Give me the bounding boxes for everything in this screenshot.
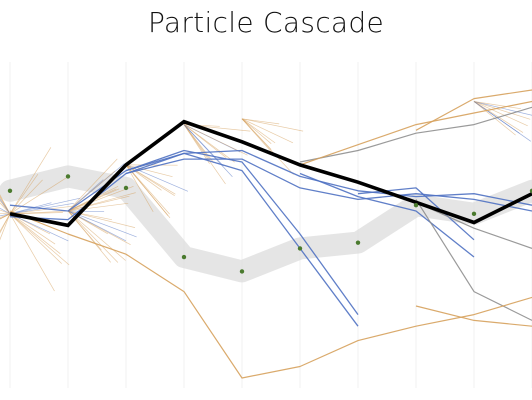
band-marker-point: [297, 246, 303, 251]
spray-line: [0, 198, 11, 215]
blue-series-line-4: [125, 152, 359, 327]
orange-series-line-12: [299, 100, 532, 166]
spray-line: [9, 213, 62, 264]
spray-line: [473, 101, 532, 116]
spray-line: [67, 185, 134, 212]
spray-line: [125, 164, 170, 215]
spray-line: [241, 118, 272, 144]
band-marker-point: [413, 203, 419, 208]
blue-series-line-6: [299, 172, 475, 258]
spray-line: [241, 118, 276, 144]
orange-series-line-11: [9, 210, 532, 379]
spray-line: [473, 101, 531, 120]
series-layer: [9, 89, 532, 379]
spray-line: [9, 213, 69, 242]
band-marker-point: [355, 240, 361, 245]
spray-line: [67, 210, 105, 213]
band-marker-point: [181, 254, 187, 260]
spray-line: [9, 177, 67, 215]
spray-line: [183, 124, 248, 156]
band-marker-point: [471, 211, 477, 217]
orange-series-line-14: [415, 305, 532, 327]
main-series-line: [9, 119, 532, 228]
spray-line: [9, 173, 39, 215]
marker-layer: [7, 174, 532, 274]
spray-line: [0, 213, 11, 234]
band-marker-point: [65, 174, 71, 179]
spray-line: [67, 210, 126, 261]
spray-line: [0, 213, 11, 215]
spray-line: [125, 164, 171, 219]
spray-line: [9, 205, 73, 215]
grey-series-line-9: [415, 199, 532, 321]
spray-line: [125, 164, 176, 195]
blue-series-line-5: [125, 149, 359, 315]
spray-line: [67, 195, 130, 212]
spray-line: [0, 209, 11, 215]
band-series: [0, 165, 532, 283]
spray-line: [125, 164, 173, 178]
spray-line: [9, 210, 66, 215]
grey-series-line-8: [299, 106, 532, 163]
spray-line: [0, 202, 11, 215]
blue-series-line-7: [357, 187, 475, 241]
band-marker-point: [7, 188, 13, 193]
spray-line: [67, 158, 118, 212]
band-layer: [0, 165, 532, 283]
spray-line: [67, 210, 112, 221]
spray-line: [0, 195, 11, 215]
chart-title: Particle Cascade: [147, 6, 384, 39]
spray-line: [241, 118, 294, 144]
spray-line: [0, 213, 11, 220]
spray-line: [9, 197, 81, 215]
band-marker-point: [239, 269, 245, 274]
spray-line: [241, 118, 304, 132]
spray-line: [183, 124, 233, 178]
spray-line: [0, 199, 11, 215]
spray-line: [9, 213, 70, 266]
spray-line: [0, 196, 11, 215]
spray-line: [0, 213, 11, 217]
blue-series-line-2: [9, 149, 532, 212]
spray-line: [9, 213, 61, 255]
spray-line: [9, 179, 43, 215]
spray-line: [67, 210, 119, 263]
spray-line: [0, 213, 11, 218]
spray-line: [0, 213, 11, 241]
spray-line: [183, 124, 215, 164]
spray-line: [0, 213, 11, 232]
spray-line: [473, 101, 528, 127]
orange-series-line-13: [415, 89, 532, 131]
spray-line: [0, 207, 11, 215]
vertical-grid: [9, 62, 532, 388]
spray-line: [241, 118, 272, 150]
spray-line: [9, 213, 55, 292]
spray-line: [9, 213, 56, 245]
spray-layer: [0, 101, 532, 292]
spray-line: [9, 147, 52, 215]
spray-line: [0, 194, 11, 215]
spray-line: [473, 101, 521, 110]
spray-line: [241, 118, 280, 125]
spray-line: [67, 170, 116, 212]
spray-line: [9, 202, 52, 215]
band-marker-point: [123, 185, 129, 191]
band-marker-point: [529, 188, 532, 193]
spray-line: [67, 202, 129, 212]
spray-line: [183, 124, 210, 164]
